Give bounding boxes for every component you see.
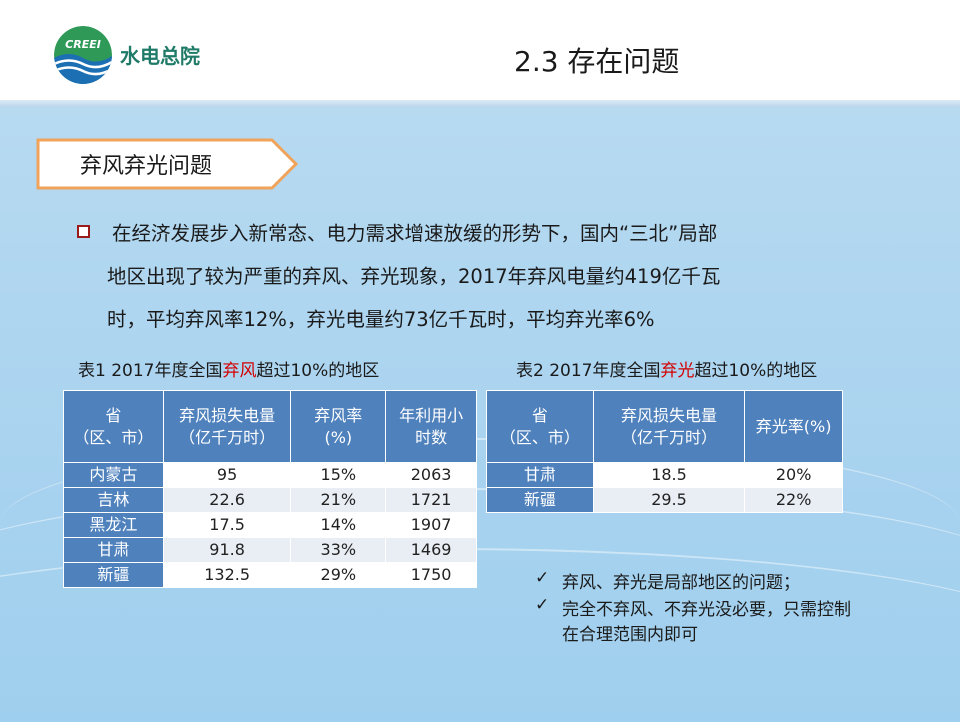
table-row: 甘肃 91.8 33% 1469 (63, 537, 477, 563)
table1-caption-prefix: 表1 2017年度全国 (78, 361, 223, 381)
table2-caption-suffix: 超过10%的地区 (694, 361, 818, 381)
table2-caption: 表2 2017年度全国弃光超过10%的地区 (516, 356, 817, 381)
checkmark-icon: ✓ (535, 595, 550, 615)
table-cell: 1907 (385, 512, 477, 538)
slide-header: CREEI 水电总院 2.3 存在问题 (0, 0, 960, 106)
table-cell: 21% (290, 487, 387, 513)
table-cell: 2063 (385, 462, 477, 488)
table-cell: 1721 (385, 487, 477, 513)
table-cell: 132.5 (162, 562, 292, 588)
paragraph-line: 时，平均弃风率12%，弃光电量约73亿千瓦时，平均弃光率6% (107, 308, 655, 331)
table-cell: 内蒙古 (63, 462, 164, 488)
table2-header-rate: 弃光率(%) (744, 390, 843, 463)
table1-header-province: 省 （区、市） (63, 390, 164, 463)
section-callout-shape (36, 138, 298, 190)
table-row: 新疆 29.5 22% (486, 487, 843, 513)
table-cell: 29% (290, 562, 387, 588)
table-cell: 22.6 (162, 487, 292, 513)
conclusion-item: 在合理范围内即可 (562, 625, 698, 645)
table-cell: 18.5 (592, 462, 746, 488)
table2-caption-highlight: 弃光 (660, 361, 695, 381)
table1-caption: 表1 2017年度全国弃风超过10%的地区 (78, 356, 379, 381)
header-divider (0, 100, 960, 108)
conclusion-item: 完全不弃风、不弃光没必要，只需控制 (562, 600, 851, 620)
table-cell: 吉林 (63, 487, 164, 513)
table2-header-loss: 弃风损失电量 （亿千万时） (592, 390, 746, 463)
table2: 省 （区、市） 弃风损失电量 （亿千万时） 弃光率(%) 甘肃 18.5 20%… (486, 390, 843, 513)
table2-header-province: 省 （区、市） (486, 390, 594, 463)
table-cell: 22% (744, 487, 843, 513)
creei-logo-icon: CREEI (54, 26, 112, 84)
background-wave (0, 548, 960, 720)
table-cell: 15% (290, 462, 387, 488)
table-cell: 20% (744, 462, 843, 488)
table2-caption-prefix: 表2 2017年度全国 (516, 361, 661, 381)
table1-header-rate: 弃风率 (%) (290, 390, 387, 463)
section-heading: 弃风弃光问题 (80, 154, 213, 179)
table-row: 甘肃 18.5 20% (486, 462, 843, 488)
square-bullet-icon (77, 225, 90, 238)
table1: 省 （区、市） 弃风损失电量 （亿千万时） 弃风率 (%) 年利用小 时数 内蒙… (63, 390, 477, 588)
table1-header-hours: 年利用小 时数 (385, 390, 477, 463)
table-row: 新疆 132.5 29% 1750 (63, 562, 477, 588)
background-wave (0, 438, 960, 610)
checkmark-icon: ✓ (535, 568, 550, 588)
table-cell: 1469 (385, 537, 477, 563)
table-cell: 甘肃 (63, 537, 164, 563)
table-row: 黑龙江 17.5 14% 1907 (63, 512, 477, 538)
table-cell: 新疆 (63, 562, 164, 588)
slide-title: 2.3 存在问题 (514, 45, 680, 78)
table-row: 吉林 22.6 21% 1721 (63, 487, 477, 513)
table-cell: 17.5 (162, 512, 292, 538)
table1-caption-highlight: 弃风 (222, 361, 257, 381)
table-cell: 14% (290, 512, 387, 538)
logo-badge-text: CREEI (65, 38, 101, 51)
table-cell: 29.5 (592, 487, 746, 513)
paragraph-line: 在经济发展步入新常态、电力需求增速放缓的形势下，国内“三北”局部 (112, 222, 718, 245)
logo-name: 水电总院 (120, 44, 200, 68)
table-row: 内蒙古 95 15% 2063 (63, 462, 477, 488)
table1-caption-suffix: 超过10%的地区 (256, 361, 380, 381)
table1-header-loss: 弃风损失电量 （亿千万时） (162, 390, 292, 463)
table-cell: 新疆 (486, 487, 594, 513)
table-cell: 95 (162, 462, 292, 488)
table-cell: 黑龙江 (63, 512, 164, 538)
paragraph-line: 地区出现了较为严重的弃风、弃光现象，2017年弃风电量约419亿千瓦 (107, 265, 721, 288)
table-cell: 33% (290, 537, 387, 563)
table-cell: 1750 (385, 562, 477, 588)
table-cell: 甘肃 (486, 462, 594, 488)
background-wave (0, 488, 960, 660)
conclusion-item: 弃风、弃光是局部地区的问题； (562, 573, 800, 593)
table-cell: 91.8 (162, 537, 292, 563)
